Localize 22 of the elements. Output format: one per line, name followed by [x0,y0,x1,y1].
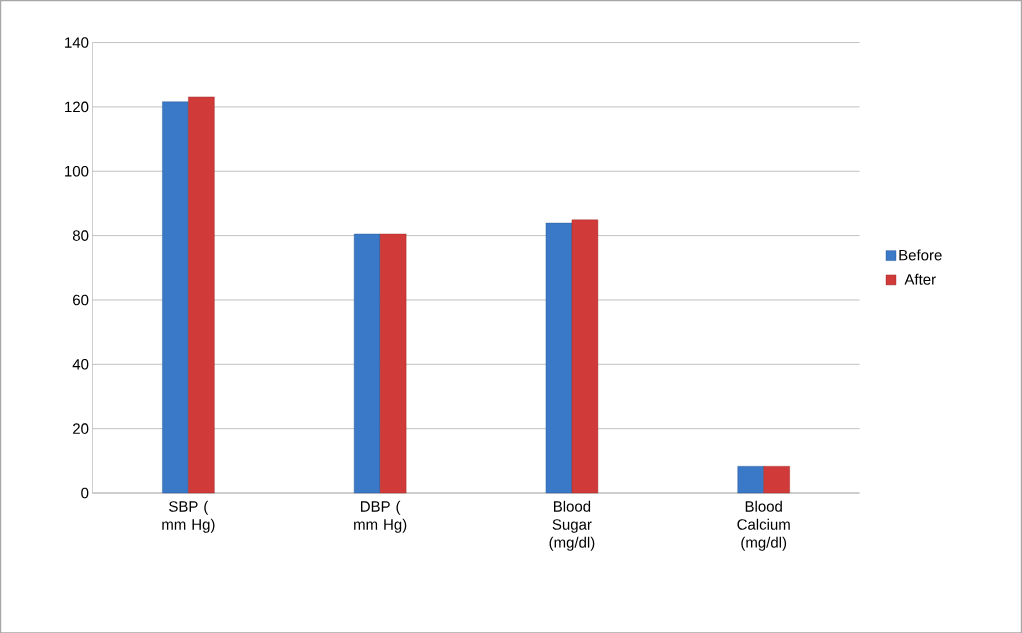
y-tick-label: 40 [72,358,89,370]
bar [737,465,764,493]
bar [353,233,381,493]
y-tick-label: 140 [65,37,89,48]
y-tick-label: 60 [73,294,89,306]
bar [571,219,599,493]
bar [379,233,407,493]
y-tick-label: 100 [65,165,89,177]
x-tick-label: DBP ( mm Hg) [354,500,407,533]
x-tick-label: Blood Calcium (mg/dl) [737,500,790,551]
bar [162,101,189,493]
y-tick-label: 20 [73,423,89,434]
legend-label: Before [899,249,942,261]
bar [545,222,573,493]
legend-label: After [904,273,936,285]
x-tick-label: Blood Sugar (mg/dl) [549,500,595,551]
bar [763,465,790,493]
bar [188,96,215,493]
y-tick-label: 80 [72,230,89,241]
y-tick-label: 120 [65,101,89,112]
y-tick-label: 0 [81,487,89,499]
x-tick-label: SBP ( mm Hg) [162,500,215,533]
